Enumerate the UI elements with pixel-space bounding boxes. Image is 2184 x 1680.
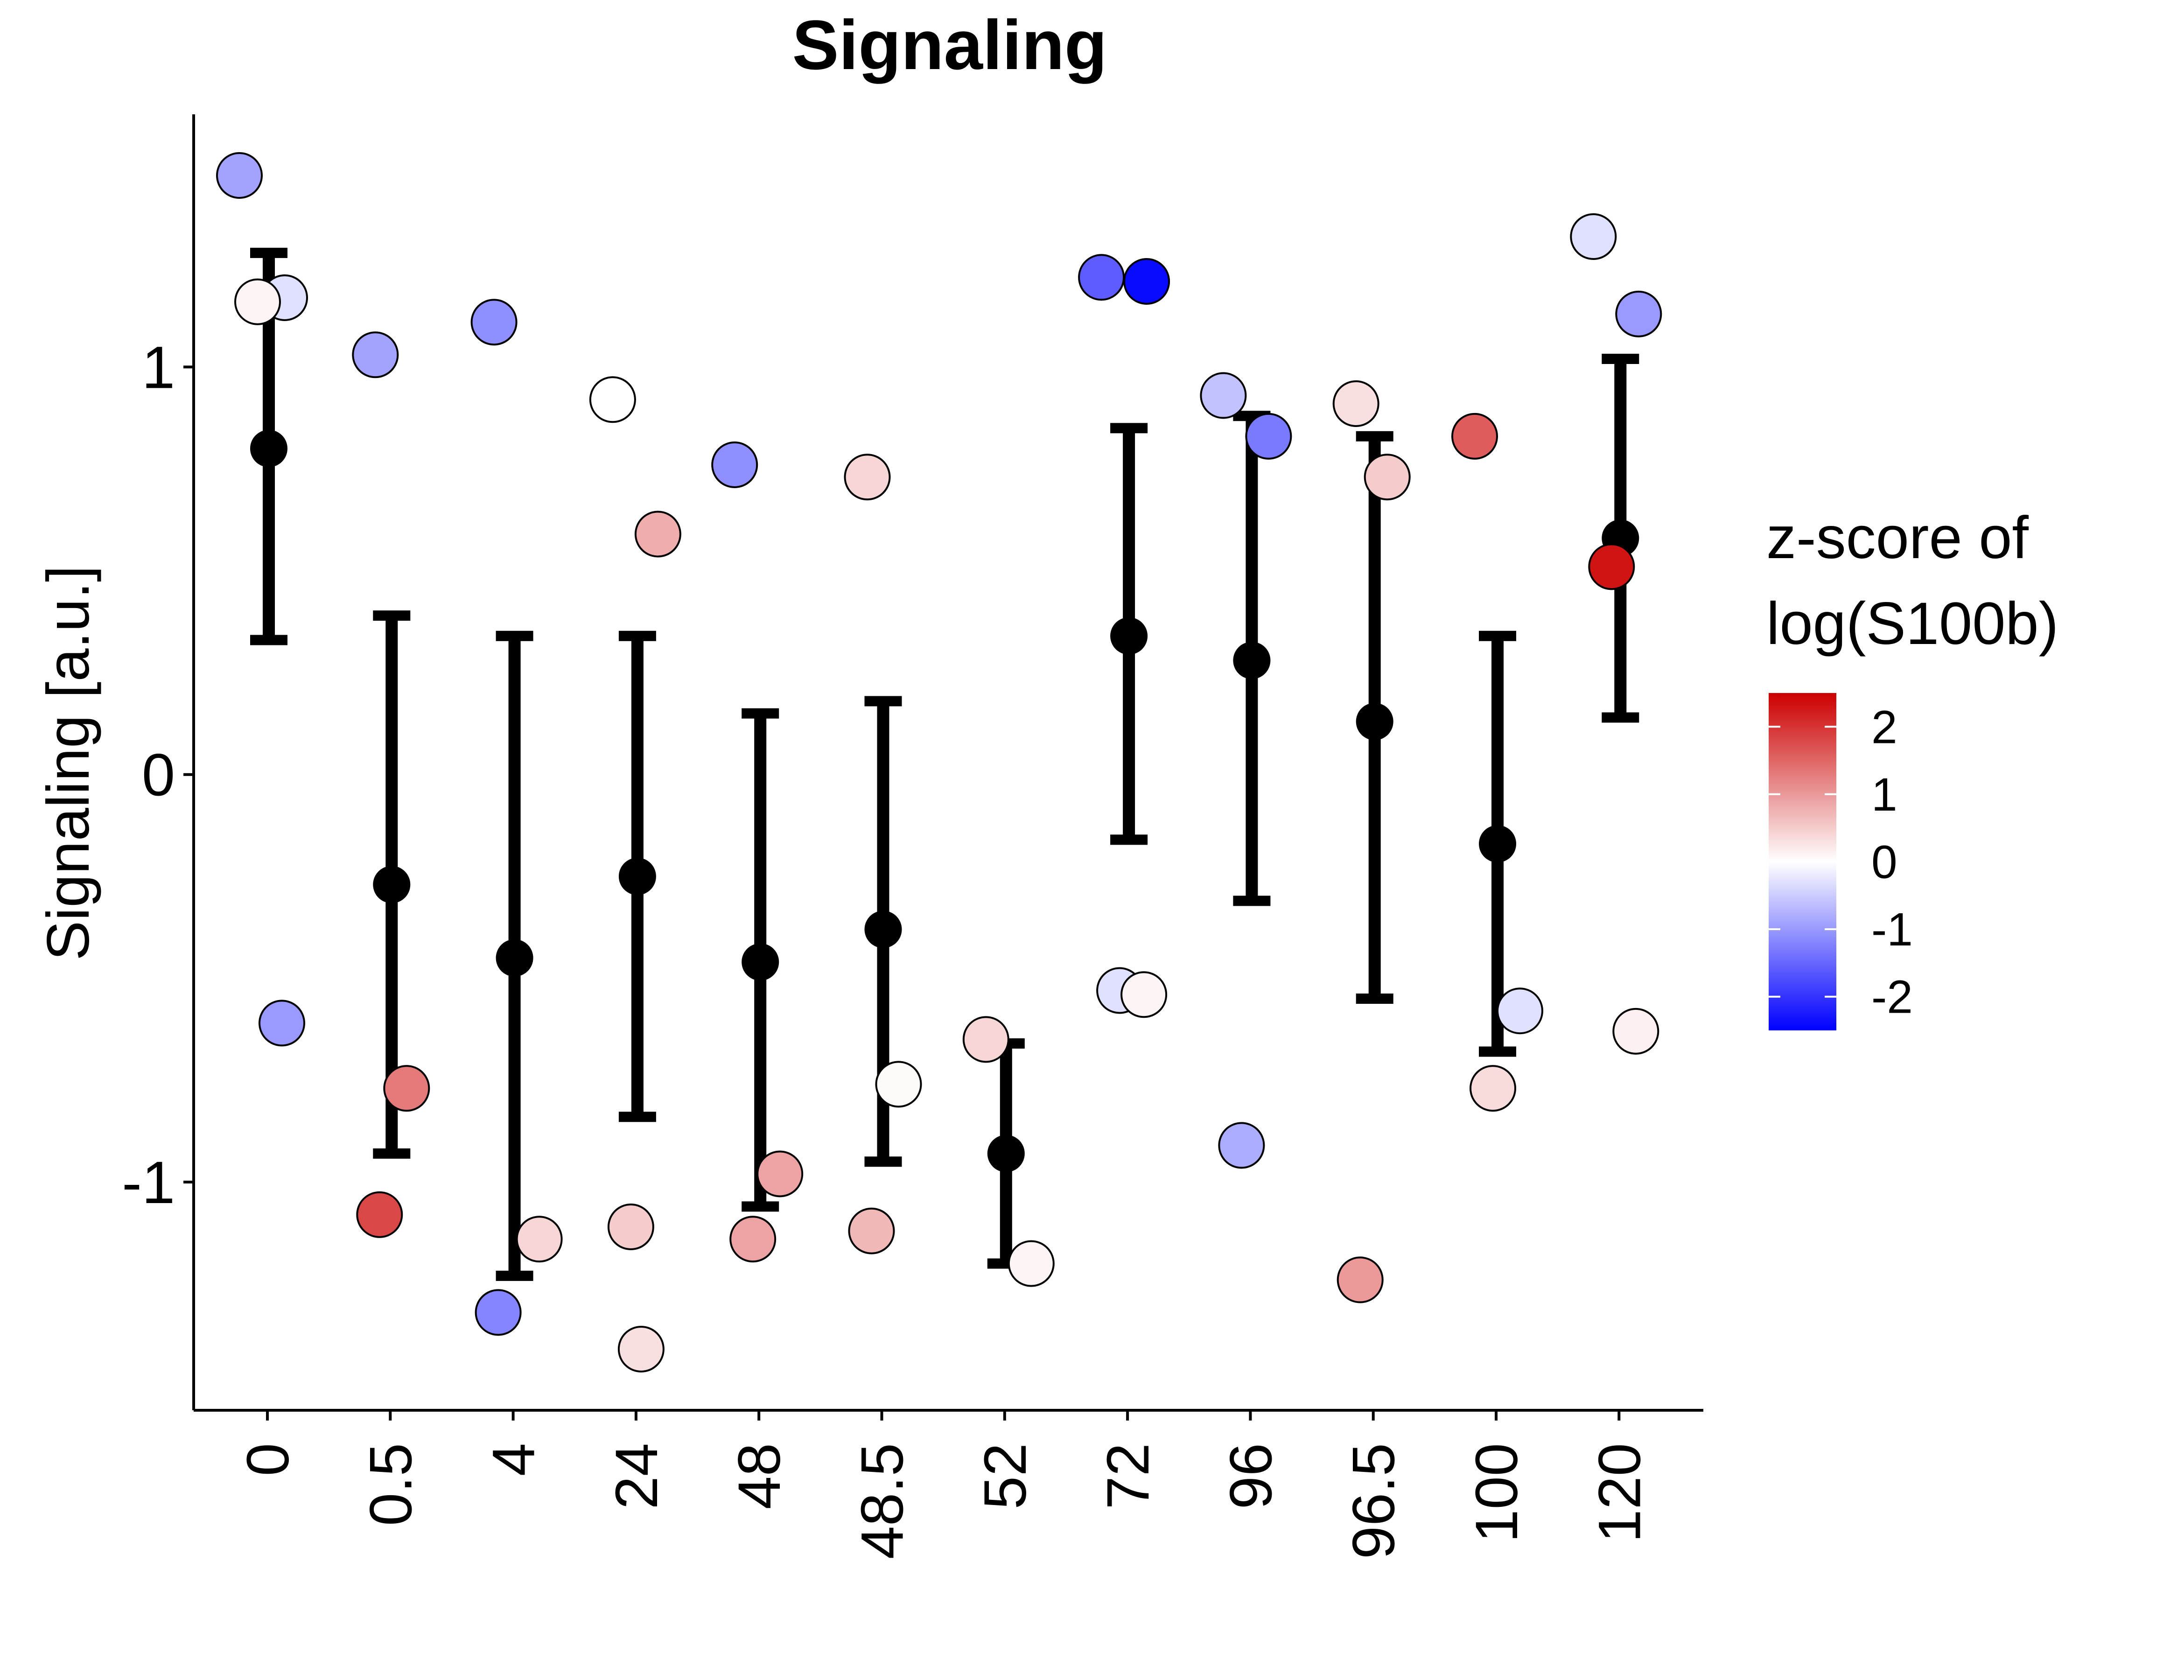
data-point [1588,543,1635,590]
x-tick-label: 52 [972,1443,1039,1509]
mean-point [987,1134,1025,1172]
data-point [848,1207,895,1254]
data-point [1451,413,1498,460]
x-tick-label: 4 [481,1443,547,1476]
data-point [516,1216,563,1263]
data-point [729,1216,777,1263]
y-tick-label: -1 [122,1149,175,1216]
legend-title-line1: z-score of [1766,504,2029,571]
data-point [470,299,518,346]
data-point [383,1065,430,1112]
data-point [1245,413,1292,460]
x-tick-label: 24 [603,1443,670,1509]
data-point [607,1204,654,1251]
mean-point [618,858,656,896]
data-point [1078,254,1125,301]
mean-point [1110,617,1148,655]
mean-point [864,910,902,948]
x-tick-label: 0.5 [357,1443,424,1526]
data-point [356,1191,403,1238]
x-tick-label: 120 [1586,1443,1653,1543]
plot-area: -1 0 1 0 0.5 4 24 48 48.5 52 72 96 96.5 100 120 [122,114,1703,1559]
data-point [1612,1008,1659,1055]
x-tick-label: 0 [235,1443,301,1476]
x-tick-label: 100 [1463,1443,1530,1543]
data-point [634,511,681,558]
data-point [589,376,636,423]
chart-title: Signaling [792,6,1107,84]
data-point [1120,971,1168,1018]
y-tick-label: 1 [142,334,175,401]
mean-point [373,866,411,903]
legend-tick-label: 0 [1871,836,1897,889]
data-point [1200,372,1247,419]
data-point [259,1000,305,1047]
data-point [234,278,281,325]
mean-point [496,939,533,977]
mean-point [1479,825,1516,863]
data-point [1218,1122,1265,1169]
data-point [1570,213,1617,260]
x-tick-label: 72 [1095,1443,1162,1509]
data-point [216,152,263,199]
data-point [1337,1256,1384,1303]
data-point [756,1150,804,1197]
x-tick-label: 48 [726,1443,793,1509]
legend-tick-label: -2 [1871,971,1913,1023]
data-point [617,1326,665,1373]
data-point [1497,987,1543,1035]
data-point [1364,454,1411,501]
y-tick-label: 0 [142,742,175,809]
data-point [1615,290,1662,337]
mean-point [742,943,779,981]
data-point [1332,380,1379,427]
mean-point [1356,703,1393,741]
data-point [1470,1065,1516,1112]
x-tick-label: 96 [1218,1443,1284,1509]
data-point [352,331,399,378]
data-point [962,1016,1009,1063]
legend-tick-label: 2 [1871,701,1897,753]
legend-title-line2: log(S100b) [1766,590,2058,657]
y-axis-title: Signaling [a.u.] [35,566,102,961]
data-point [875,1061,922,1108]
data-point [711,441,758,489]
mean-point [250,430,287,468]
legend-tick-label: -1 [1871,903,1913,956]
data-point [844,454,891,501]
data-point [1123,258,1170,305]
mean-point [1233,642,1271,679]
x-tick-label: 48.5 [849,1443,916,1559]
data-point [475,1289,522,1336]
x-tick-label: 96.5 [1341,1443,1407,1559]
legend-tick-label: 1 [1871,769,1897,821]
data-point [1008,1240,1055,1287]
color-legend: z-score of log(S100b) 2 1 0 -1 -2 [1766,504,2058,1030]
